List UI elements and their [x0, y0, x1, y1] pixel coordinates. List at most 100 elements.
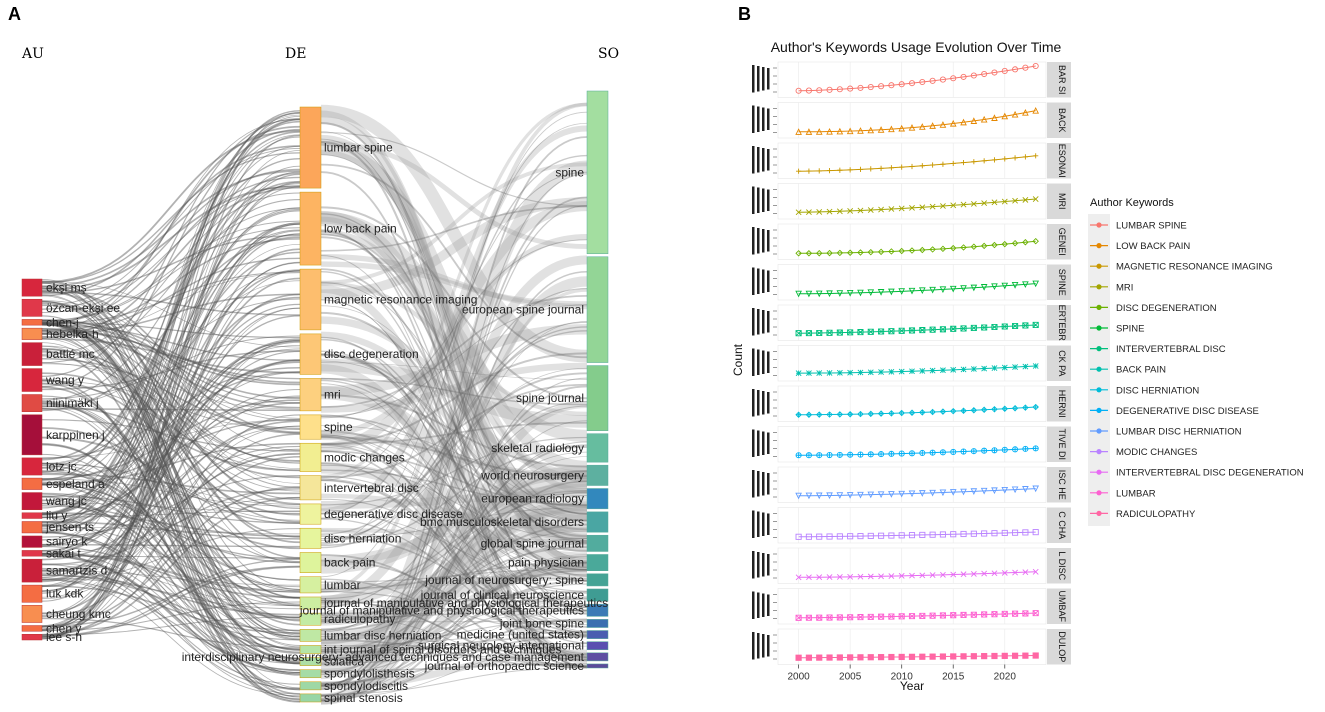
data-point [877, 410, 885, 417]
au-node [21, 278, 43, 297]
sankey-link [41, 323, 301, 435]
sankey-link [320, 610, 588, 618]
sankey-link [320, 469, 588, 506]
au-node [21, 457, 43, 476]
data-point [970, 243, 978, 250]
sankey-link [320, 667, 588, 695]
sankey-link [41, 436, 301, 521]
sankey-link [41, 280, 301, 348]
sankey-link [320, 162, 588, 285]
data-point [826, 290, 833, 298]
sankey-link [41, 401, 301, 519]
sankey-link [41, 186, 301, 339]
data-point [1001, 364, 1008, 371]
sankey-link [41, 304, 301, 564]
so-node-label: spine [555, 165, 584, 179]
y-tick-label [762, 107, 765, 131]
de-node [299, 693, 322, 703]
sankey-link [320, 377, 588, 701]
au-node [21, 298, 43, 317]
data-point [826, 168, 833, 174]
data-point [826, 208, 833, 215]
sankey-link [41, 114, 301, 486]
sankey-link [41, 531, 301, 674]
de-node [299, 669, 322, 679]
data-point [991, 199, 998, 206]
sankey-link [41, 550, 301, 663]
sankey-link [320, 282, 588, 514]
sankey-link [320, 478, 588, 628]
sankey-link [41, 269, 301, 556]
data-point [929, 286, 936, 294]
data-point [991, 69, 998, 76]
sankey-link [41, 565, 301, 628]
de-node [299, 645, 322, 654]
sankey-link [41, 222, 301, 615]
sankey-link [41, 510, 301, 518]
sankey-link [41, 248, 301, 640]
sankey-link [41, 149, 301, 640]
sankey-link [41, 574, 301, 632]
data-point [930, 450, 936, 456]
data-point [909, 204, 915, 211]
sankey-link [320, 509, 588, 623]
au-node [21, 550, 43, 557]
data-point [929, 531, 936, 538]
data-point [836, 492, 844, 499]
sankey-link [320, 450, 588, 662]
sankey-link [320, 436, 588, 477]
sankey-link [41, 315, 301, 660]
data-point [939, 245, 947, 253]
column-header-so: SO [598, 46, 619, 62]
sankey-link [320, 213, 588, 544]
sankey-link [320, 546, 588, 632]
de-node-label: disc herniation [324, 531, 401, 545]
so-node [586, 663, 609, 669]
data-point [970, 366, 977, 372]
data-point [1022, 569, 1029, 576]
au-node-label: sairyo k [46, 535, 88, 549]
data-point [888, 451, 894, 457]
data-point [1001, 323, 1008, 330]
data-point [898, 409, 905, 417]
data-point [1032, 62, 1039, 70]
sankey-link [41, 323, 301, 501]
sankey-link [320, 131, 588, 560]
sankey-link [41, 545, 301, 618]
sankey-link [41, 345, 301, 637]
de-node-label: spondylolisthesis [324, 667, 415, 681]
de-node [299, 612, 322, 626]
data-point [981, 653, 988, 660]
facet-strip [1047, 143, 1071, 179]
sankey-link [320, 614, 588, 668]
sankey-link [41, 300, 301, 419]
facet-strip [1047, 467, 1071, 503]
sankey-link [320, 210, 588, 521]
sankey-link [41, 472, 301, 581]
sankey-link [41, 442, 301, 665]
sankey-link [41, 570, 301, 586]
data-point [1001, 569, 1008, 576]
data-point [877, 126, 885, 133]
legend-item-label: MAGNETIC RESONANCE IMAGING [1116, 262, 1273, 273]
data-point [816, 614, 823, 621]
data-point [857, 573, 864, 580]
sankey-link [320, 352, 588, 446]
data-point [919, 531, 926, 538]
data-point [991, 487, 998, 495]
data-point [846, 411, 854, 418]
data-point [991, 406, 998, 413]
data-point [971, 159, 977, 165]
legend-item-label: MRI [1116, 282, 1133, 293]
data-point [806, 452, 812, 458]
data-point [815, 411, 823, 418]
facet-background [777, 102, 1047, 139]
data-point [796, 452, 802, 458]
y-tick-label [757, 187, 760, 213]
facet-panel: ERTEBR [752, 305, 1071, 341]
sankey-link [41, 399, 301, 480]
sankey-link [320, 299, 588, 632]
sankey-link [320, 421, 588, 445]
facet-background [777, 426, 1047, 463]
